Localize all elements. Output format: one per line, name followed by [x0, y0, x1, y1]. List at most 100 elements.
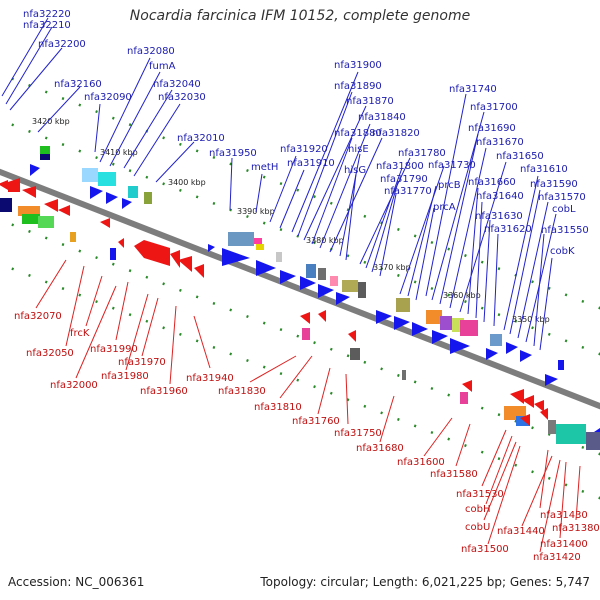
- leader-line: [1, 17, 49, 97]
- feature-box: [0, 198, 12, 212]
- feature-box: [40, 146, 50, 154]
- leader-line: [475, 201, 483, 319]
- leader-line: [269, 155, 297, 223]
- gene-label: nfa31430: [540, 510, 588, 521]
- gene-label: prcA: [433, 202, 456, 213]
- gene-label: nfa31550: [541, 225, 589, 236]
- accession-label: Accession: NC_006361: [8, 575, 145, 589]
- gene-label: nfa32070: [14, 311, 62, 322]
- gene-label: hisG: [344, 165, 366, 176]
- kbp-label: 3380 kbp: [306, 236, 344, 245]
- gene-reverse: [522, 395, 534, 408]
- gene-forward: [110, 248, 116, 260]
- gene-label: nfa31760: [292, 416, 340, 427]
- gene-label: nfa31970: [118, 357, 166, 368]
- leader-line: [485, 435, 513, 505]
- leader-line: [35, 259, 67, 309]
- gene-label: nfa31630: [475, 211, 523, 222]
- leader-line: [291, 71, 359, 233]
- gene-label: cobU: [465, 522, 490, 533]
- leader-line: [517, 201, 549, 339]
- leader-line: [133, 103, 181, 177]
- gene-label: nfa31800: [376, 161, 424, 172]
- gene-label: nfa31440: [497, 526, 545, 537]
- leader-lines-bottom: [35, 259, 581, 553]
- leader-line: [109, 71, 161, 167]
- gene-label: nfa31780: [398, 148, 446, 159]
- feature-box: [302, 328, 310, 340]
- leader-line: [255, 173, 263, 213]
- gene-label: nfa31820: [372, 128, 420, 139]
- gene-reverse: [8, 178, 20, 192]
- kbp-label: 3360 kbp: [443, 291, 481, 300]
- gene-forward: [336, 292, 350, 305]
- backbone: [0, 168, 600, 410]
- gene-label: nfa32000: [50, 380, 98, 391]
- feature-box: [82, 168, 98, 182]
- gene-forward: [520, 350, 532, 362]
- leader-line: [415, 207, 435, 301]
- gene-label: nfa31570: [538, 192, 586, 203]
- leader-line: [115, 281, 129, 341]
- leader-line: [125, 293, 149, 371]
- leader-line: [539, 459, 561, 553]
- gene-label: nfa31620: [484, 224, 532, 235]
- leader-line: [9, 47, 63, 111]
- feature-box: [358, 282, 366, 298]
- feature-box: [256, 244, 264, 250]
- topology-label: Topology: circular; Length: 6,021,225 bp…: [260, 575, 590, 589]
- leader-line: [229, 157, 233, 211]
- gene-reverse: [300, 312, 310, 324]
- feature-box: [38, 216, 54, 228]
- leader-line: [319, 123, 371, 249]
- leader-line: [493, 233, 499, 327]
- gene-forward: [558, 360, 564, 370]
- leader-line: [407, 185, 437, 297]
- gene-forward: [486, 348, 498, 360]
- gene-label: hisE: [348, 144, 369, 155]
- leader-line: [65, 265, 85, 347]
- gene-reverse: [348, 330, 356, 342]
- leader-line: [449, 147, 487, 309]
- map-title: Nocardia farcinica IFM 10152, complete g…: [129, 8, 471, 24]
- gene-label: nfa32030: [158, 92, 206, 103]
- leader-line: [94, 103, 101, 153]
- leader-line: [169, 305, 177, 385]
- leader-line: [483, 219, 491, 323]
- gene-reverse: [520, 414, 530, 426]
- leader-line: [317, 367, 331, 415]
- feature-box: [22, 214, 40, 224]
- gene-reverse: [510, 389, 524, 404]
- gene-label: nfa31950: [209, 148, 257, 159]
- gene-label: nfa31420: [533, 552, 581, 563]
- leader-line: [379, 193, 397, 277]
- gene-forward: [545, 374, 558, 386]
- gene-label: nfa31680: [356, 443, 404, 454]
- gene-reverse: [58, 205, 70, 216]
- leader-line: [467, 187, 479, 315]
- leader-line: [365, 167, 403, 269]
- feature-box: [350, 348, 360, 360]
- feature-box: [144, 192, 152, 204]
- kbp-label: 3370 kbp: [373, 263, 411, 272]
- gene-reverse: [134, 240, 170, 266]
- leader-line: [297, 91, 353, 237]
- kbp-label: 3410 kbp: [100, 148, 138, 157]
- gene-label: nfa31870: [346, 96, 394, 107]
- feature-box: [40, 154, 50, 160]
- gene-forward: [30, 164, 40, 176]
- kbp-label: 3420 kbp: [32, 117, 70, 126]
- feature-box: [128, 186, 138, 198]
- gene-forward: [394, 316, 410, 330]
- gene-label: nfa32040: [153, 79, 201, 90]
- labels-top: nfa32220 nfa32210 nfa32200 nfa32160 nfa3…: [23, 9, 589, 257]
- gene-forward: [90, 186, 103, 199]
- gene-label: nfa31700: [470, 102, 518, 113]
- feature-box: [396, 298, 410, 312]
- gene-label: nfa31890: [334, 81, 382, 92]
- gene-label: nfa31530: [456, 489, 504, 500]
- feature-box: [276, 252, 282, 262]
- gene-label: nfa31900: [334, 60, 382, 71]
